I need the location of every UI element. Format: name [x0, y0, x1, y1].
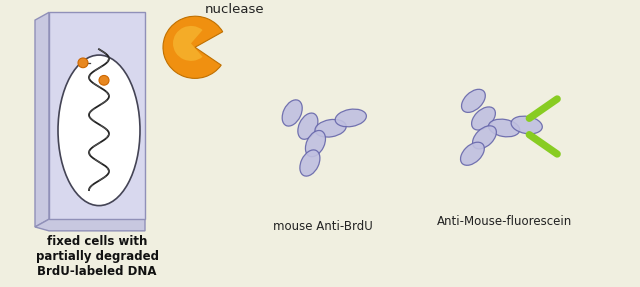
- Ellipse shape: [99, 75, 109, 85]
- Text: nuclease: nuclease: [205, 3, 265, 16]
- Ellipse shape: [335, 109, 366, 127]
- Ellipse shape: [315, 119, 346, 137]
- Ellipse shape: [511, 116, 542, 134]
- Wedge shape: [163, 16, 223, 78]
- Polygon shape: [35, 219, 145, 231]
- Ellipse shape: [461, 89, 485, 113]
- Ellipse shape: [472, 107, 495, 130]
- Text: Anti-Mouse-fluorescein: Anti-Mouse-fluorescein: [437, 215, 573, 228]
- Ellipse shape: [78, 58, 88, 68]
- Ellipse shape: [300, 150, 320, 176]
- Polygon shape: [49, 12, 145, 219]
- Ellipse shape: [472, 126, 497, 149]
- Text: mouse Anti-BrdU: mouse Anti-BrdU: [273, 220, 373, 233]
- Polygon shape: [35, 12, 49, 227]
- Text: fixed cells with
partially degraded
BrdU-labeled DNA: fixed cells with partially degraded BrdU…: [35, 235, 159, 278]
- Ellipse shape: [305, 131, 326, 157]
- Wedge shape: [173, 26, 203, 61]
- Ellipse shape: [298, 113, 318, 139]
- Ellipse shape: [58, 55, 140, 205]
- Ellipse shape: [461, 142, 484, 165]
- Ellipse shape: [488, 119, 520, 137]
- Ellipse shape: [282, 100, 302, 126]
